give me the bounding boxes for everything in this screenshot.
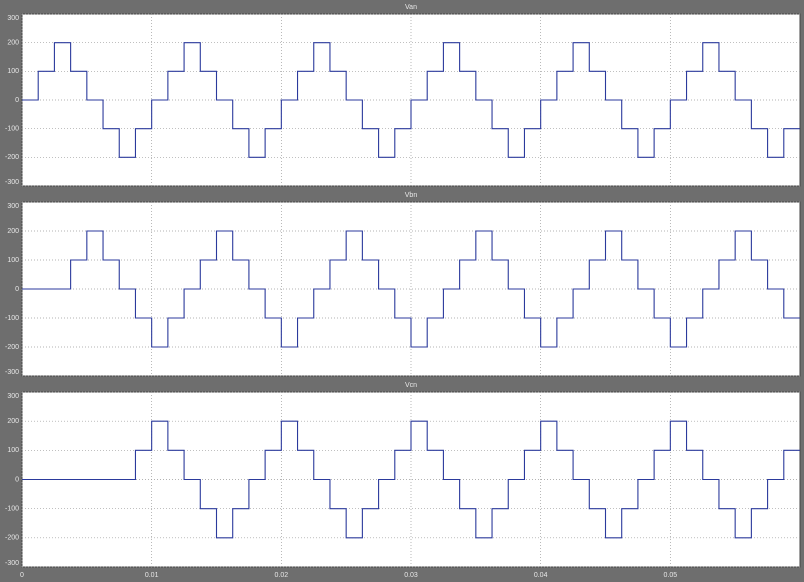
y-tick-label: 300	[7, 15, 19, 22]
y-tick-label: 200	[7, 40, 19, 47]
y-tick-label: 200	[7, 418, 19, 425]
y-tick-label: 300	[7, 393, 19, 400]
x-tick-label: 0.05	[664, 572, 678, 579]
y-tick-label: 0	[15, 286, 19, 293]
y-tick-label: 0	[15, 97, 19, 104]
x-tick-label: 0.02	[275, 572, 289, 579]
y-tick-label: -300	[5, 560, 19, 567]
y-tick-label: -200	[5, 344, 19, 351]
y-tick-label: -300	[5, 179, 19, 186]
waveform	[22, 230, 800, 348]
y-tick-label: -300	[5, 369, 19, 376]
y-tick-label: 0	[15, 476, 19, 483]
x-tick-label: 0	[20, 572, 24, 579]
panel-title: Vcn	[405, 382, 417, 389]
waveform	[22, 420, 800, 539]
x-tick-label: 0.03	[404, 572, 418, 579]
y-tick-label: -100	[5, 126, 19, 133]
y-tick-label: 200	[7, 228, 19, 235]
y-tick-label: 100	[7, 257, 19, 264]
panel-title: Van	[405, 4, 417, 11]
x-tick-label: 0.01	[145, 572, 159, 579]
y-tick-label: -100	[5, 315, 19, 322]
panel-title: Vbn	[405, 192, 418, 199]
y-tick-label: -200	[5, 154, 19, 161]
waveform	[22, 42, 800, 158]
y-tick-label: 300	[7, 203, 19, 210]
y-tick-label: 100	[7, 447, 19, 454]
x-tick-label: 0.04	[534, 572, 548, 579]
y-tick-label: -200	[5, 535, 19, 542]
y-tick-label: 100	[7, 68, 19, 75]
y-tick-label: -100	[5, 506, 19, 513]
